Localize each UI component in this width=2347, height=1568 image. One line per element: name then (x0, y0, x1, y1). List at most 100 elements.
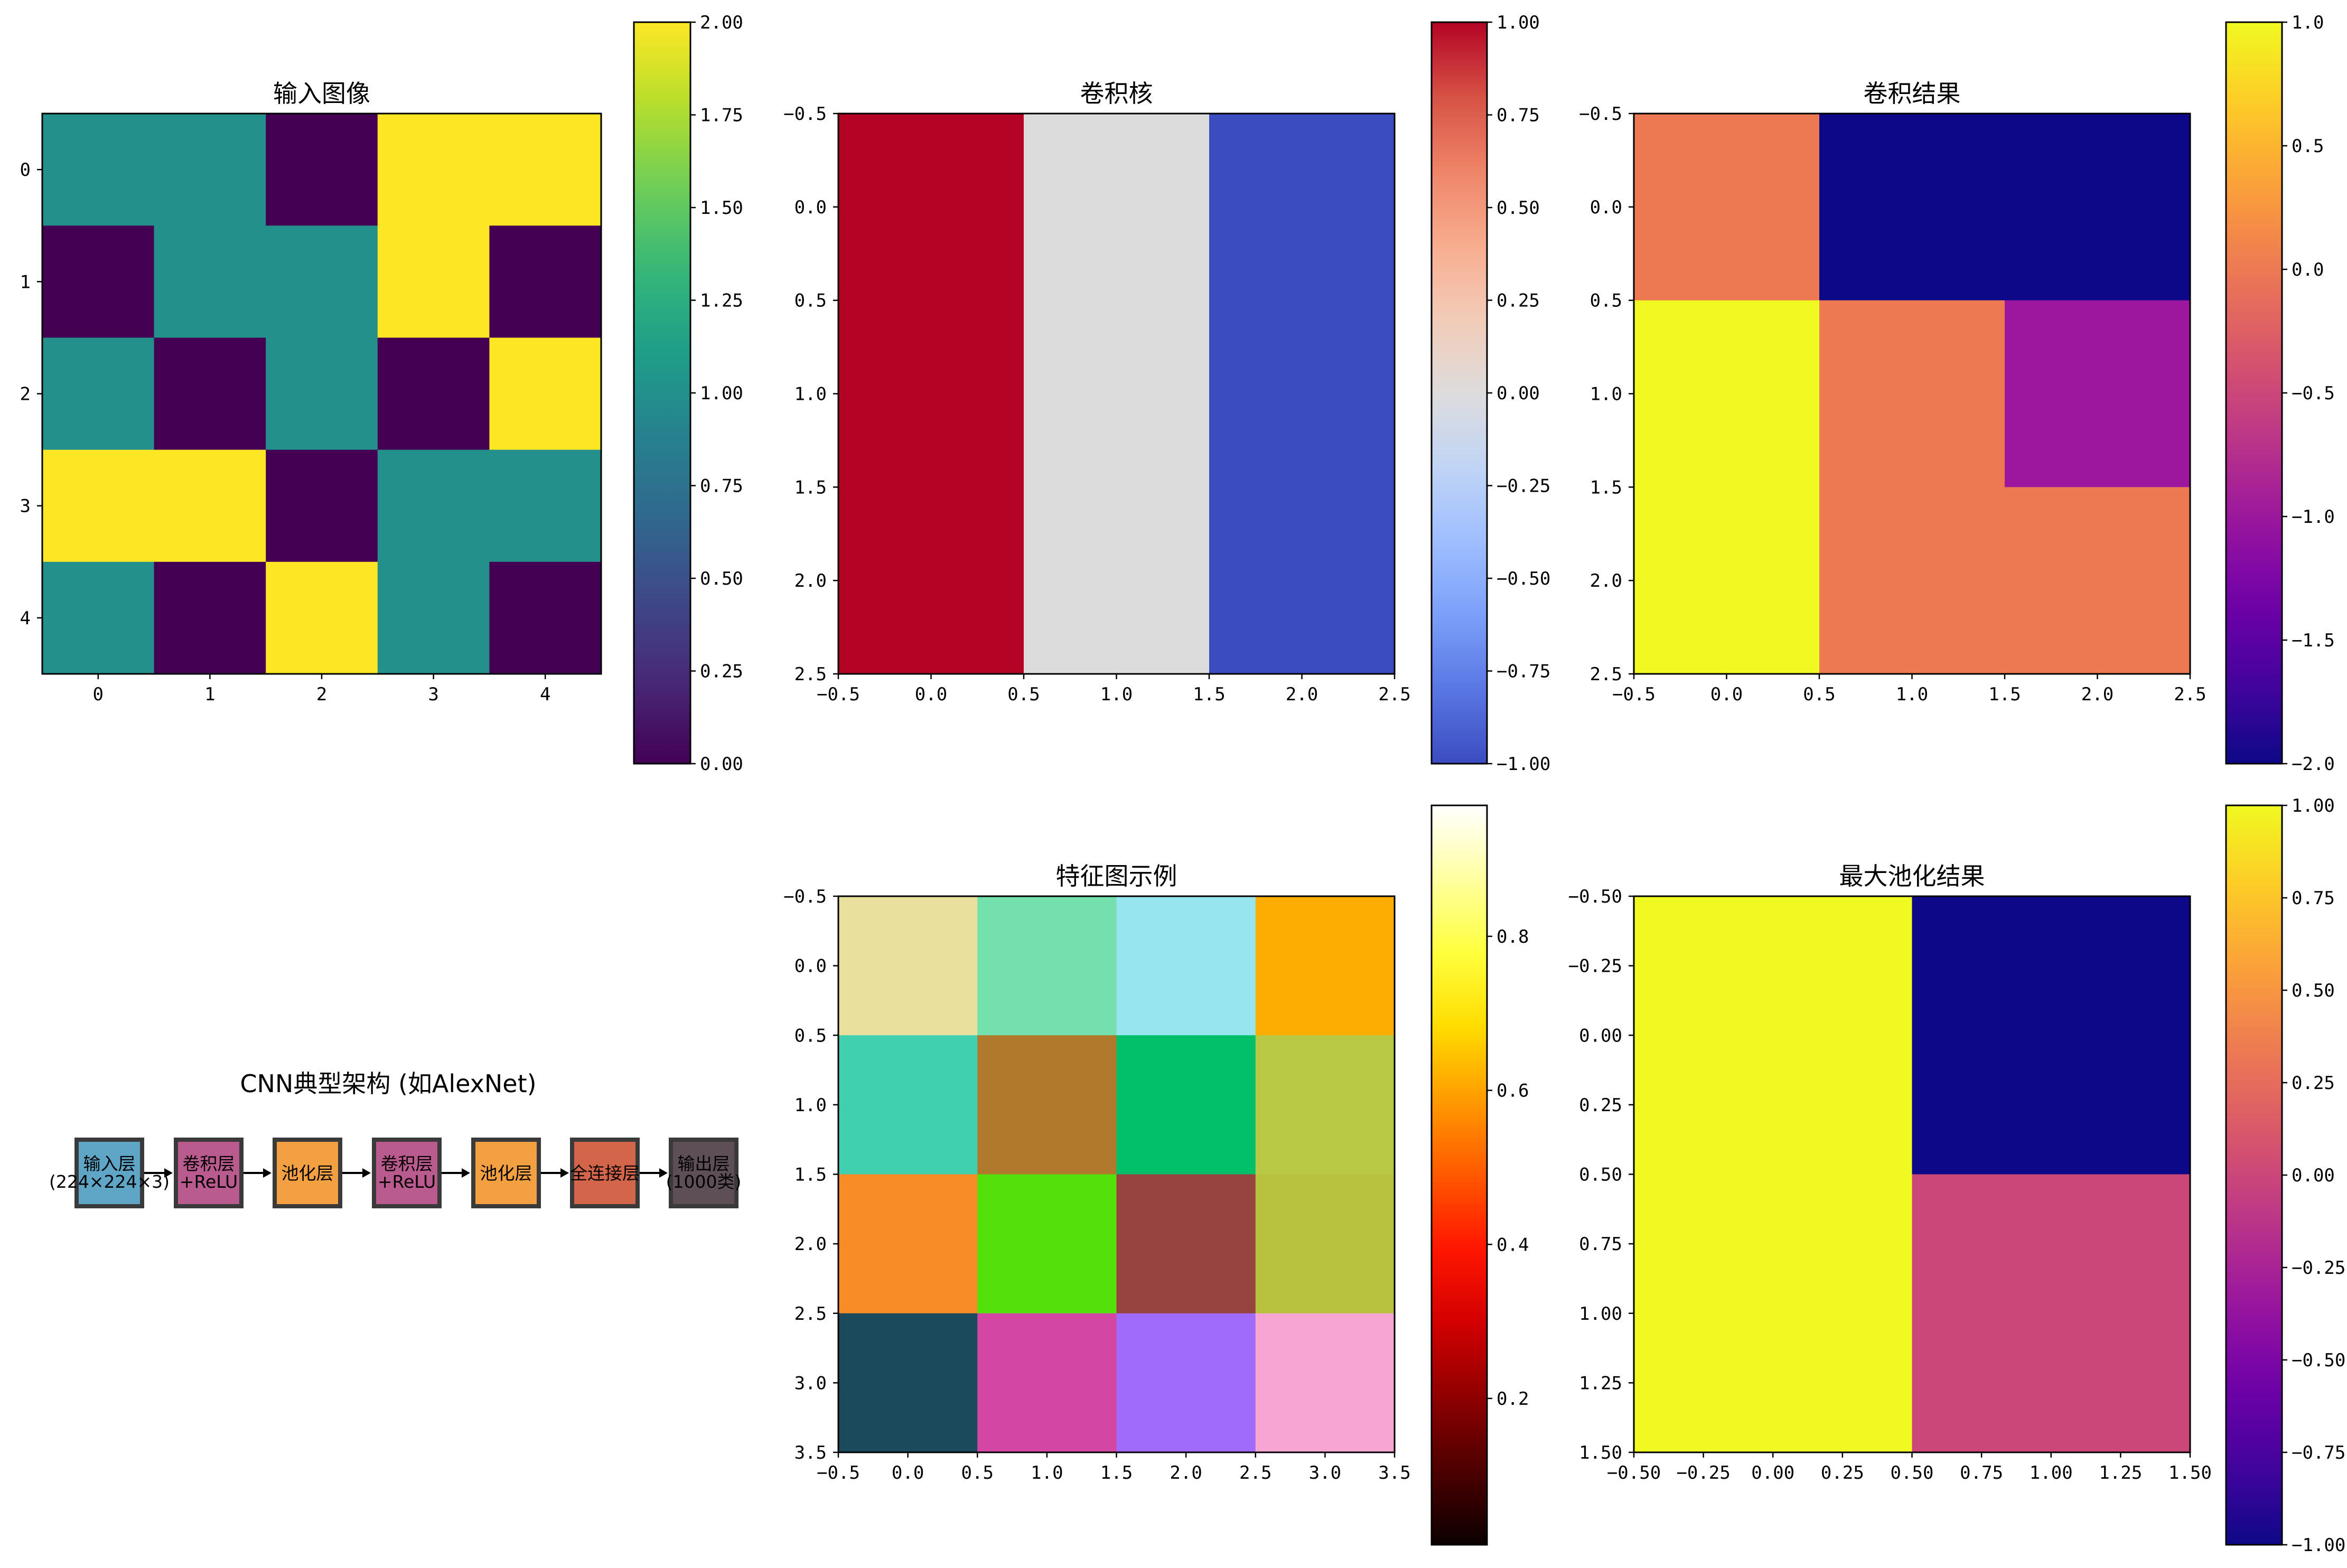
y-tick-label: 0.5 (794, 290, 827, 312)
heatmap-cell (1634, 114, 1820, 301)
heatmap-cell (1819, 300, 2005, 487)
heatmap-cell (1634, 1174, 1913, 1453)
y-tick-label: −0.5 (783, 104, 827, 125)
colorbar-tick-label: 0.25 (2292, 1073, 2335, 1094)
heatmap-cell (266, 449, 378, 562)
colorbar-tick-label: 0.2 (1497, 1388, 1529, 1410)
heatmap-cell (1116, 896, 1256, 1036)
colorbar (633, 21, 691, 765)
y-tick-label: −0.25 (1568, 956, 1622, 977)
colorbar-tick-label: 0.75 (700, 476, 743, 497)
arrow-head (263, 1168, 272, 1178)
x-tick-label: 2 (316, 684, 327, 705)
heatmap-cell (1912, 896, 2191, 1175)
heatmap-cell (42, 337, 155, 450)
heatmap-cell (838, 1313, 978, 1453)
layer-label: 卷积层 (183, 1153, 235, 1174)
colorbar-tick-label: −1.00 (1497, 754, 1550, 775)
y-tick-label: −0.5 (783, 886, 827, 907)
x-tick-label: −0.25 (1676, 1462, 1730, 1484)
layer-label: 池化层 (480, 1163, 532, 1184)
colorbar-tick-label: 1.0 (2292, 12, 2324, 33)
heatmap-cell (42, 114, 155, 226)
x-tick-label: 0.5 (961, 1462, 994, 1484)
heatmap-cell (1116, 1313, 1256, 1453)
colorbar-tick-label: 1.00 (1497, 12, 1540, 33)
chart-title: 输入图像 (273, 79, 370, 108)
x-tick-label: 0.75 (1960, 1462, 2003, 1484)
y-tick-label: 0.0 (794, 956, 827, 977)
colorbar-tick-label: 0.50 (700, 568, 743, 589)
colorbar-tick-label: −1.5 (2292, 630, 2335, 651)
x-tick-label: 1.0 (1031, 1462, 1063, 1484)
heatmap-cell (838, 896, 978, 1036)
layer-box (273, 1138, 342, 1208)
x-tick-label: 0.0 (892, 1462, 924, 1484)
colorbar-tick-label: 0.25 (700, 661, 743, 682)
heatmap-cell (838, 487, 1024, 674)
colorbar-tick-label: 0.6 (1497, 1081, 1529, 1102)
x-tick-label: 3.0 (1309, 1462, 1341, 1484)
x-tick-label: 2.5 (1239, 1462, 1271, 1484)
x-tick-label: 2.0 (2081, 684, 2114, 705)
x-tick-label: −0.5 (817, 684, 860, 705)
heatmap-cell (266, 561, 378, 674)
heatmap-cell (154, 337, 266, 450)
x-tick-label: 1.5 (1193, 684, 1225, 705)
colorbar-tick-label: −0.5 (2292, 383, 2335, 404)
y-tick-label: −0.5 (1579, 104, 1622, 125)
heatmap-cell (838, 300, 1024, 487)
chart-title: 最大池化结果 (1839, 862, 1985, 890)
y-tick-label: 1.0 (794, 384, 827, 405)
heatmap-cell (1255, 896, 1395, 1036)
x-tick-label: 0 (93, 684, 104, 705)
y-tick-label: 0.0 (1590, 197, 1622, 218)
y-tick-label: 0.5 (1590, 290, 1622, 312)
layer-box (669, 1138, 738, 1208)
x-tick-label: 0.25 (1821, 1462, 1864, 1484)
heatmap-cell (977, 1174, 1117, 1314)
architecture-title: CNN典型架构 (如AlexNet) (240, 1069, 536, 1098)
colorbar-tick-label: −0.75 (1497, 661, 1550, 682)
heatmap-cell (1209, 487, 1395, 674)
x-tick-label: −0.5 (1612, 684, 1656, 705)
colorbar (2225, 21, 2283, 765)
colorbar-tick-label: −1.00 (2292, 1535, 2345, 1556)
heatmap-cell (1634, 487, 1820, 674)
colorbar-tick-label: 0.4 (1497, 1234, 1529, 1255)
colorbar-tick-label: −0.25 (2292, 1257, 2345, 1279)
colorbar-tick-label: 0.75 (2292, 888, 2335, 909)
colorbar (2225, 804, 2283, 1546)
y-tick-label: 2.0 (1590, 570, 1622, 591)
x-tick-label: 1.5 (1100, 1462, 1133, 1484)
chart-feature: −0.5 0.0 0.5 1.0 1.5 2.0 2.5 3.0 3.5−0.50.00.51.… (783, 804, 1529, 1546)
layer-box (372, 1138, 442, 1208)
y-tick-label: 0.25 (1579, 1095, 1622, 1116)
heatmap-cell (154, 226, 266, 338)
arrow-head (462, 1168, 470, 1178)
x-tick-label: 1.25 (2099, 1462, 2142, 1484)
heatmap-cell (1634, 300, 1820, 487)
y-tick-label: 4 (20, 608, 31, 629)
colorbar-tick-label: 0.5 (2292, 136, 2324, 157)
heatmap-cell (489, 226, 602, 338)
heatmap-cell (489, 449, 602, 562)
colorbar-tick-label: −0.25 (1497, 476, 1550, 497)
y-tick-label: 0 (20, 159, 31, 181)
layer-label: +ReLU (180, 1171, 238, 1192)
x-tick-label: 1 (204, 684, 215, 705)
heatmap-cell (1255, 1174, 1395, 1314)
chart-title: 特征图示例 (1056, 862, 1177, 890)
heatmap-cell (489, 337, 602, 450)
x-tick-label: 1.0 (1896, 684, 1928, 705)
colorbar-tick-label: 0.25 (1497, 290, 1540, 312)
heatmap-cell (154, 561, 266, 674)
x-tick-label: 0.00 (1751, 1462, 1794, 1484)
y-tick-label: 3.0 (794, 1373, 827, 1394)
y-tick-label: 3.5 (794, 1442, 827, 1463)
layer-label: 全连接层 (570, 1163, 640, 1184)
heatmap-cell (838, 114, 1024, 301)
layer-box (74, 1138, 144, 1208)
heatmap-cell (2005, 487, 2191, 674)
